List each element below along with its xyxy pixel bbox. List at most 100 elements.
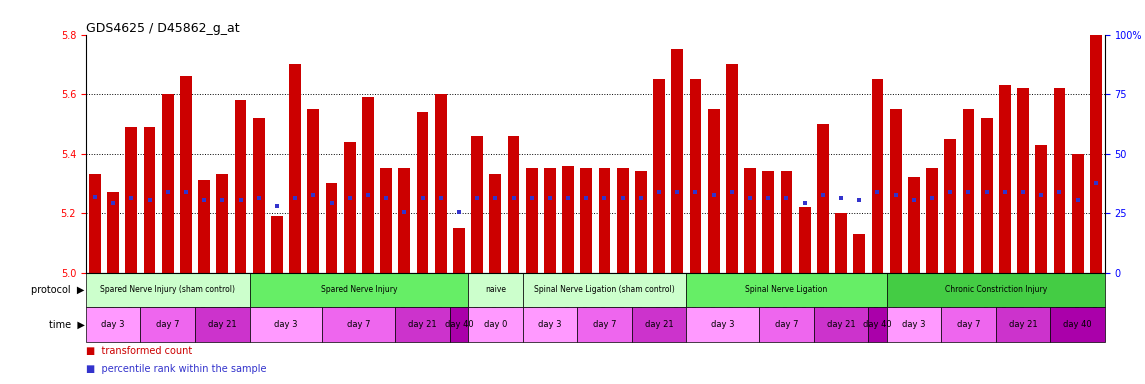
Text: day 40: day 40 <box>444 320 473 329</box>
Bar <box>853 234 866 273</box>
Text: day 21: day 21 <box>827 320 855 329</box>
Text: day 3: day 3 <box>102 320 125 329</box>
Bar <box>708 109 719 273</box>
Bar <box>198 180 210 273</box>
Bar <box>507 136 520 273</box>
Text: naive: naive <box>484 285 506 295</box>
Text: day 0: day 0 <box>483 320 507 329</box>
Bar <box>325 184 338 273</box>
Bar <box>562 166 574 273</box>
Bar <box>180 76 192 273</box>
Bar <box>890 109 901 273</box>
Bar <box>781 172 792 273</box>
Bar <box>599 169 610 273</box>
Bar <box>398 169 410 273</box>
Bar <box>453 228 465 273</box>
Bar <box>941 307 996 342</box>
Text: day 7: day 7 <box>775 320 798 329</box>
Bar <box>195 307 250 342</box>
Text: Spinal Nerve Ligation (sham control): Spinal Nerve Ligation (sham control) <box>534 285 674 295</box>
Bar <box>216 174 228 273</box>
Text: ■  transformed count: ■ transformed count <box>86 346 192 356</box>
Bar <box>816 124 829 273</box>
Bar <box>581 169 592 273</box>
Bar <box>143 127 156 273</box>
Bar <box>981 118 993 273</box>
Text: day 7: day 7 <box>347 320 371 329</box>
Bar <box>344 142 356 273</box>
Bar <box>868 307 886 342</box>
Bar <box>871 79 884 273</box>
Bar <box>271 216 283 273</box>
Bar <box>126 127 137 273</box>
Text: day 3: day 3 <box>902 320 925 329</box>
Text: Spared Nerve Injury: Spared Nerve Injury <box>321 285 397 295</box>
Bar <box>472 136 483 273</box>
Bar <box>450 307 468 342</box>
Bar <box>686 273 886 307</box>
Bar <box>653 79 665 273</box>
Bar <box>632 307 686 342</box>
Bar <box>380 169 392 273</box>
Text: ■  percentile rank within the sample: ■ percentile rank within the sample <box>86 364 267 374</box>
Text: day 3: day 3 <box>275 320 298 329</box>
Bar <box>1035 145 1048 273</box>
Bar <box>671 50 684 273</box>
Bar <box>89 174 101 273</box>
Bar <box>141 307 195 342</box>
Bar <box>290 65 301 273</box>
Text: Chronic Constriction Injury: Chronic Constriction Injury <box>945 285 1047 295</box>
Bar <box>307 109 319 273</box>
Text: Spared Nerve Injury (sham control): Spared Nerve Injury (sham control) <box>101 285 235 295</box>
Text: day 40: day 40 <box>863 320 892 329</box>
Bar <box>926 169 938 273</box>
Bar <box>544 169 555 273</box>
Bar <box>763 172 774 273</box>
Bar <box>577 307 632 342</box>
Bar <box>86 273 250 307</box>
Bar <box>1017 88 1029 273</box>
Text: day 3: day 3 <box>711 320 735 329</box>
Bar <box>1072 154 1083 273</box>
Bar <box>1053 88 1065 273</box>
Bar <box>726 65 737 273</box>
Bar <box>86 307 141 342</box>
Bar <box>323 307 395 342</box>
Text: day 21: day 21 <box>409 320 437 329</box>
Text: day 21: day 21 <box>208 320 237 329</box>
Bar <box>489 174 502 273</box>
Bar <box>908 177 919 273</box>
Bar <box>963 109 974 273</box>
Text: day 7: day 7 <box>156 320 180 329</box>
Bar <box>886 273 1105 307</box>
Bar <box>1050 307 1105 342</box>
Bar <box>250 307 323 342</box>
Bar <box>686 307 759 342</box>
Bar <box>161 94 174 273</box>
Text: day 21: day 21 <box>645 320 673 329</box>
Bar <box>1090 5 1101 273</box>
Bar <box>744 169 756 273</box>
Bar <box>814 307 868 342</box>
Bar <box>395 307 450 342</box>
Bar <box>689 79 702 273</box>
Text: day 7: day 7 <box>957 320 980 329</box>
Text: protocol  ▶: protocol ▶ <box>31 285 85 295</box>
Bar <box>235 100 246 273</box>
Bar <box>886 307 941 342</box>
Text: day 7: day 7 <box>593 320 616 329</box>
Bar <box>617 169 629 273</box>
Bar <box>522 307 577 342</box>
Bar <box>526 169 538 273</box>
Bar <box>468 273 522 307</box>
Bar <box>759 307 814 342</box>
Text: time  ▶: time ▶ <box>49 319 85 329</box>
Text: day 21: day 21 <box>1009 320 1037 329</box>
Text: Spinal Nerve Ligation: Spinal Nerve Ligation <box>745 285 828 295</box>
Bar <box>996 307 1050 342</box>
Bar <box>835 213 847 273</box>
Bar <box>635 172 647 273</box>
Bar <box>945 139 956 273</box>
Bar <box>468 307 522 342</box>
Text: GDS4625 / D45862_g_at: GDS4625 / D45862_g_at <box>86 22 239 35</box>
